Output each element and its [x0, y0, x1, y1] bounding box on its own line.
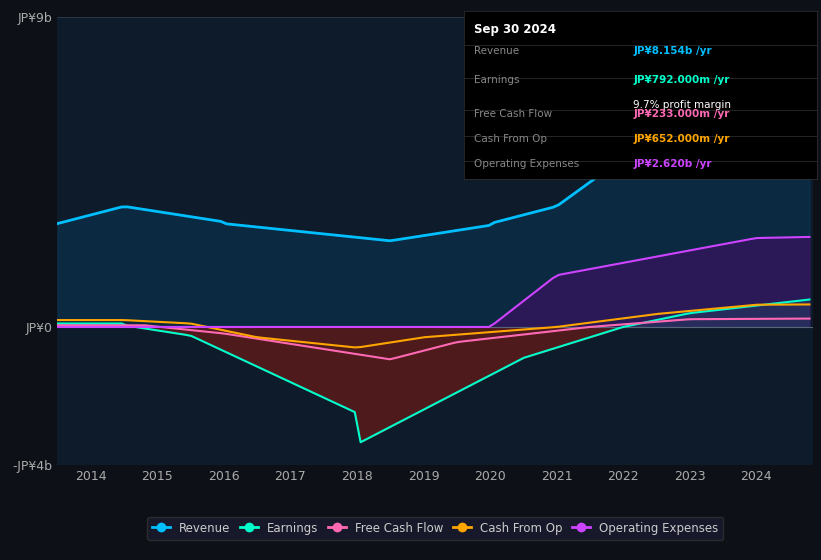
Text: 9.7% profit margin: 9.7% profit margin [633, 100, 732, 110]
Text: JP¥233.000m /yr: JP¥233.000m /yr [633, 109, 730, 119]
Text: Earnings: Earnings [475, 75, 520, 85]
Text: Revenue: Revenue [475, 46, 520, 57]
Text: JP¥652.000m /yr: JP¥652.000m /yr [633, 134, 730, 144]
Text: JP¥8.154b /yr: JP¥8.154b /yr [633, 46, 712, 57]
Text: Free Cash Flow: Free Cash Flow [475, 109, 553, 119]
Text: Cash From Op: Cash From Op [475, 134, 548, 144]
Text: Sep 30 2024: Sep 30 2024 [475, 23, 557, 36]
Text: JP¥792.000m /yr: JP¥792.000m /yr [633, 75, 730, 85]
Legend: Revenue, Earnings, Free Cash Flow, Cash From Op, Operating Expenses: Revenue, Earnings, Free Cash Flow, Cash … [147, 517, 723, 539]
Text: JP¥2.620b /yr: JP¥2.620b /yr [633, 159, 712, 169]
Text: Operating Expenses: Operating Expenses [475, 159, 580, 169]
